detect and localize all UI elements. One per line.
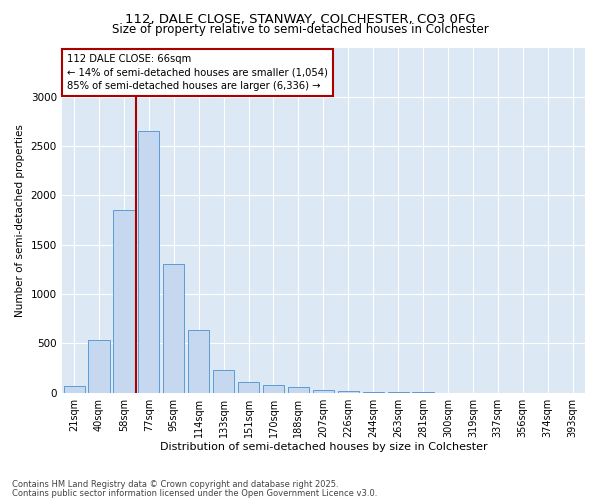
X-axis label: Distribution of semi-detached houses by size in Colchester: Distribution of semi-detached houses by … <box>160 442 487 452</box>
Text: Size of property relative to semi-detached houses in Colchester: Size of property relative to semi-detach… <box>112 22 488 36</box>
Text: Contains HM Land Registry data © Crown copyright and database right 2025.: Contains HM Land Registry data © Crown c… <box>12 480 338 489</box>
Bar <box>88 340 110 392</box>
Bar <box>113 210 134 392</box>
Bar <box>338 391 359 392</box>
Bar <box>288 388 309 392</box>
Bar <box>163 264 184 392</box>
Y-axis label: Number of semi-detached properties: Number of semi-detached properties <box>15 124 25 316</box>
Bar <box>188 330 209 392</box>
Bar <box>213 370 234 392</box>
Bar <box>263 385 284 392</box>
Text: 112, DALE CLOSE, STANWAY, COLCHESTER, CO3 0FG: 112, DALE CLOSE, STANWAY, COLCHESTER, CO… <box>125 12 475 26</box>
Bar <box>313 390 334 392</box>
Bar <box>138 132 160 392</box>
Bar <box>238 382 259 392</box>
Text: 112 DALE CLOSE: 66sqm
← 14% of semi-detached houses are smaller (1,054)
85% of s: 112 DALE CLOSE: 66sqm ← 14% of semi-deta… <box>67 54 328 91</box>
Bar <box>64 386 85 392</box>
Text: Contains public sector information licensed under the Open Government Licence v3: Contains public sector information licen… <box>12 488 377 498</box>
